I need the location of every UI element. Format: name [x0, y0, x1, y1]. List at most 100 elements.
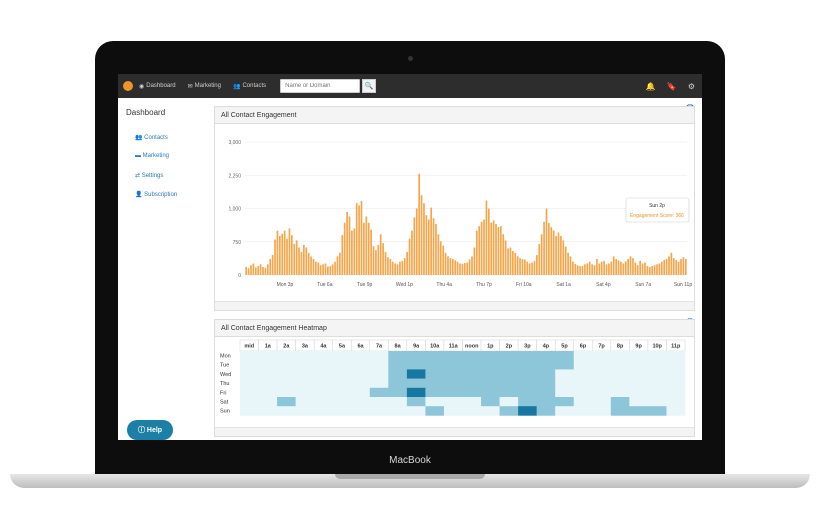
engagement-bar — [254, 267, 257, 275]
search-input[interactable] — [280, 79, 361, 93]
heatmap-cell — [647, 360, 667, 370]
heatmap-hour-label: 8a — [395, 344, 402, 350]
heatmap-cell — [425, 351, 445, 361]
engagement-bar — [394, 263, 396, 275]
heatmap-cell — [462, 351, 482, 361]
nav-dashboard-link[interactable]: ◉ Dashboard — [139, 83, 176, 90]
engagement-bar — [461, 263, 464, 275]
heatmap-cell — [536, 369, 556, 379]
engagement-bar — [413, 217, 416, 275]
heatmap-cell — [555, 387, 575, 398]
sidebar-item-settings[interactable]: ⇄ Settings — [135, 173, 164, 179]
engagement-bar — [651, 266, 654, 275]
heatmap-cell — [555, 351, 575, 361]
heatmap-cell — [258, 369, 278, 379]
bookmark-icon[interactable]: 🔖 — [666, 81, 677, 91]
engagement-bar — [298, 247, 300, 275]
heatmap-hour-label: 7a — [376, 344, 383, 350]
engagement-bar — [588, 261, 591, 275]
tooltip-box — [625, 197, 690, 223]
engagement-bar — [627, 259, 629, 275]
heatmap-cell — [518, 397, 537, 407]
search-button[interactable]: 🔍 — [362, 79, 377, 93]
engagement-bar — [531, 262, 533, 275]
heatmap-day-label: Thu — [220, 381, 229, 387]
engagement-bar — [432, 218, 435, 275]
engagement-bar — [387, 257, 389, 275]
engagement-bar — [327, 266, 329, 275]
heatmap-cell — [610, 406, 630, 416]
engagement-bar — [478, 226, 481, 275]
heatmap-cell — [481, 406, 500, 416]
engagement-bar — [632, 258, 634, 275]
heatmap-cell — [388, 397, 408, 407]
heatmap-hour-label: 5p — [561, 344, 568, 350]
engagement-bar — [283, 230, 286, 275]
engagement-bar — [646, 266, 649, 275]
heatmap-cell — [351, 397, 371, 407]
nav-marketing-link[interactable]: ✉ Marketing — [187, 83, 221, 90]
sidebar-item-contacts[interactable]: 👥 Contacts — [135, 135, 168, 141]
search-icon: 🔍 — [364, 83, 374, 90]
engagement-bar — [468, 259, 471, 275]
engagement-bar — [341, 235, 344, 275]
bell-icon[interactable]: 🔔 — [645, 81, 656, 91]
engagement-bar — [641, 263, 644, 275]
heatmap-cell — [314, 387, 334, 398]
engagement-bar — [259, 264, 262, 275]
sidebar-item-subscription[interactable]: 👤 Subscription — [135, 192, 178, 198]
nav-contacts-link[interactable]: 👥 Contacts — [232, 83, 267, 90]
x-tick-label: Mon 3p — [277, 282, 294, 288]
engagement-bar — [324, 263, 327, 275]
engagement-bar — [307, 252, 310, 275]
help-button[interactable]: ⓘ Help — [127, 420, 173, 440]
heatmap-cell — [425, 378, 445, 389]
panel-title: All Contact Engagement Heatmap — [215, 320, 694, 337]
engagement-bar — [502, 234, 505, 275]
engagement-bar — [572, 261, 574, 275]
heatmap-cell — [592, 351, 612, 361]
heatmap-cell — [369, 369, 389, 379]
engagement-bar — [490, 222, 493, 275]
heatmap-hour-label: 1p — [487, 344, 494, 350]
top-navbar: ◉Dashboard ✉Marketing 👥Contacts 🔍 🔔 🔖 ⚙ — [118, 74, 702, 98]
x-tick-label: Fri 10a — [516, 282, 532, 288]
engagement-bar — [334, 261, 336, 275]
heatmap-hour-label: noon — [465, 344, 479, 350]
engagement-bar — [617, 260, 620, 275]
panel-title: All Contact Engagement — [215, 107, 694, 124]
heatmap-cell — [481, 397, 500, 407]
main-content: ? All Contact Engagement 07501,0002,2503… — [212, 98, 702, 440]
y-tick-label: 0 — [238, 273, 241, 279]
users-icon: 👥 — [232, 83, 241, 90]
engagement-bar — [593, 265, 596, 275]
engagement-bar — [379, 234, 382, 275]
engagement-bar — [524, 259, 526, 275]
sidebar-item-marketing[interactable]: ▬ Marketing — [135, 153, 170, 159]
heatmap-cell — [240, 387, 259, 398]
heatmap-cell — [258, 360, 278, 370]
engagement-bar — [401, 260, 404, 275]
x-tick-label: Sun 11p — [674, 282, 692, 288]
engagement-bar — [423, 203, 425, 275]
heatmap-day-label: Wed — [220, 372, 231, 378]
heatmap-cell — [443, 406, 463, 416]
engagement-bar — [636, 265, 639, 275]
heatmap-cell — [666, 351, 686, 361]
user-icon: 👤 — [135, 192, 143, 198]
engagement-bar — [516, 256, 519, 275]
engagement-bar — [454, 260, 457, 275]
app-logo-icon[interactable] — [123, 81, 133, 91]
heatmap-cell — [351, 406, 371, 416]
heatmap-cell — [314, 397, 334, 407]
engagement-bar — [343, 222, 346, 275]
engagement-bar — [492, 220, 495, 275]
heatmap-hour-label: 9p — [635, 344, 642, 350]
engagement-bar — [425, 215, 428, 275]
engagement-bar — [574, 263, 577, 275]
gear-icon[interactable]: ⚙ — [687, 81, 695, 91]
heatmap-cell — [573, 406, 593, 416]
heatmap-cell — [277, 351, 296, 361]
heatmap-cell — [240, 369, 259, 379]
engagement-bar — [648, 267, 651, 275]
